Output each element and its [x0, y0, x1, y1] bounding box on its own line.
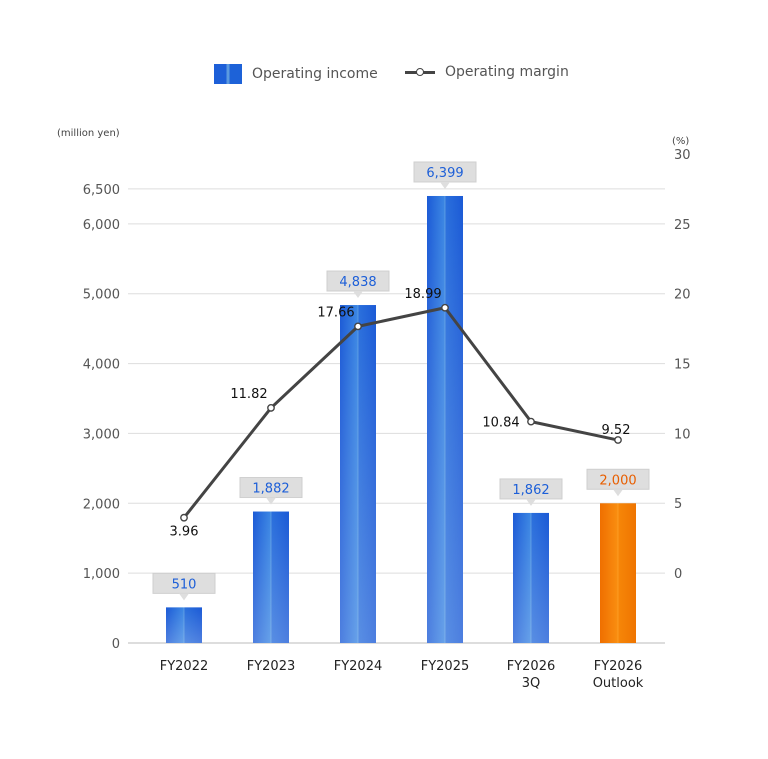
value-callout-pointer — [179, 593, 189, 601]
category-label: FY2025 — [421, 659, 470, 674]
bars — [166, 195, 636, 644]
margin-value-labels: 3.96 11.82 17.66 18.99 10.84 9.52 — [170, 287, 631, 540]
bar-value-label: 4,838 — [339, 275, 376, 290]
bar-shade — [427, 195, 463, 644]
margin-point — [614, 436, 622, 444]
margin-value-label: 11.82 — [230, 387, 267, 402]
bar-shade — [513, 512, 549, 643]
left-tick-label: 0 — [112, 637, 120, 652]
category-label: FY2024 — [334, 659, 383, 674]
bar-shade — [166, 607, 202, 643]
margin-point — [527, 417, 535, 426]
bar-value-label: 510 — [172, 577, 197, 592]
bar-shade — [253, 511, 289, 643]
category-label: FY2026 — [594, 659, 643, 674]
left-tick-label: 5,000 — [83, 288, 120, 303]
legend-item-operating-margin: Operating margin — [405, 64, 569, 80]
left-tick-label: 6,500 — [83, 183, 120, 198]
right-tick-label: 15 — [674, 358, 691, 373]
bar-value-label: 6,399 — [426, 166, 463, 181]
legend-item-operating-income: Operating income — [214, 64, 378, 84]
margin-point — [267, 404, 275, 412]
value-callout-pointer — [526, 498, 536, 506]
margin-value-label: 17.66 — [317, 305, 354, 320]
x-axis-categories: FY2022 FY2023 FY2024 FY2025 FY2026 3Q FY2026 Ou… — [160, 659, 644, 691]
bar-swatch-icon — [214, 64, 242, 84]
bar — [600, 503, 636, 643]
margin-point — [180, 513, 188, 522]
line-swatch-icon — [405, 67, 435, 76]
right-axis-unit: (%) — [672, 136, 689, 147]
right-tick-label: 10 — [674, 427, 691, 442]
value-callout-pointer — [266, 497, 276, 505]
margin-point — [441, 303, 449, 312]
left-tick-label: 1,000 — [83, 567, 120, 582]
margin-line — [180, 303, 622, 522]
legend: Operating income Operating margin — [0, 64, 768, 90]
right-tick-label: 25 — [674, 218, 691, 233]
bar-value-label: 1,882 — [252, 482, 289, 497]
margin-value-label: 3.96 — [170, 525, 199, 540]
bar-value-label: 1,862 — [512, 483, 549, 498]
value-callout-pointer — [440, 181, 450, 189]
left-tick-label: 6,000 — [83, 218, 120, 233]
margin-polyline — [182, 306, 619, 519]
category-label: FY2026 — [507, 659, 556, 674]
bar-shade — [340, 305, 376, 643]
left-axis-ticks: 0 1,000 2,000 3,000 4,000 5,000 6,000 6,500 — [83, 183, 120, 652]
left-tick-label: 4,000 — [83, 358, 120, 373]
category-label: 3Q — [522, 676, 541, 691]
right-tick-label: 20 — [674, 288, 691, 303]
margin-value-label: 9.52 — [602, 423, 631, 438]
bar-value-callouts: 510 1,882 4,838 6,399 1,862 2,000 — [152, 161, 650, 601]
legend-label-operating-margin: Operating margin — [445, 64, 569, 80]
right-tick-label: 0 — [674, 567, 682, 582]
right-tick-label: 5 — [674, 497, 682, 512]
category-label: FY2022 — [160, 659, 209, 674]
left-tick-label: 2,000 — [83, 497, 120, 512]
category-label: Outlook — [593, 676, 644, 691]
margin-point — [354, 322, 362, 331]
left-tick-label: 3,000 — [83, 427, 120, 442]
legend-label-operating-income: Operating income — [252, 66, 378, 82]
right-axis-ticks: 0 5 10 15 20 25 30 — [674, 148, 691, 582]
margin-value-label: 18.99 — [404, 287, 441, 302]
category-label: FY2023 — [247, 659, 296, 674]
grid — [128, 188, 665, 644]
value-callout-pointer — [353, 291, 363, 299]
right-tick-label: 30 — [674, 148, 691, 163]
left-axis-unit: (million yen) — [57, 128, 120, 139]
value-callout-pointer — [613, 489, 623, 497]
margin-value-label: 10.84 — [482, 416, 519, 431]
bar-value-label: 2,000 — [599, 473, 636, 488]
